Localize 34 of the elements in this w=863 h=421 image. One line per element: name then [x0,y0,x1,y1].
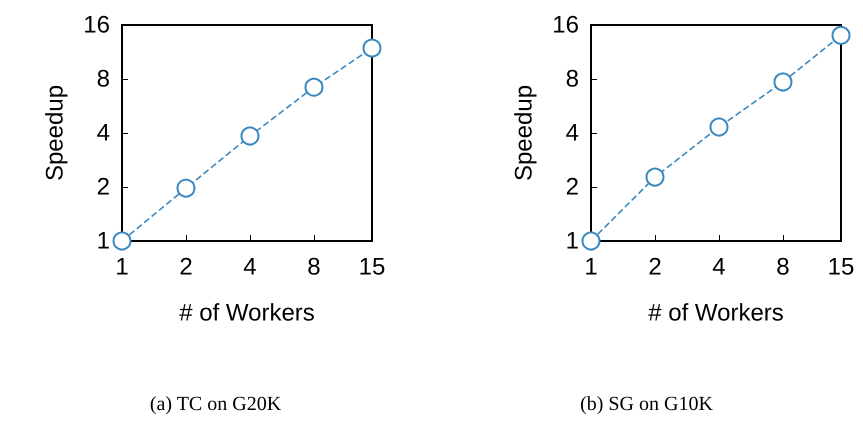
y-tick-label: 1 [566,228,579,254]
x-tick-label: 1 [115,254,129,280]
y-tick-label: 2 [566,174,579,200]
y-tick-label: 8 [566,66,579,92]
x-tick-label: 8 [307,254,321,280]
x-tick-label: 8 [776,254,790,280]
y-axis-title: Speedup [510,84,538,182]
point [646,168,664,187]
y-tick-label: 2 [96,174,110,200]
y-tick-label: 4 [566,120,579,146]
point [112,232,132,250]
y-axis-title: Speedup [42,84,68,182]
x-tick-label: 2 [179,254,193,280]
point [709,118,728,136]
point [773,72,792,92]
y-tick-label: 1 [96,228,110,254]
text: (a) TC on G20K [150,393,282,415]
x-tick-label: 4 [243,254,257,280]
x-tick-label: 15 [358,254,386,280]
x-tick-label: 4 [712,254,726,280]
y-tick-label: 16 [83,12,110,38]
y-tick-label: 4 [96,120,110,146]
x-tick-label: 15 [828,254,854,280]
x-tick-label: 1 [584,254,598,280]
point [582,232,600,250]
x-axis-title: # of Workers [648,300,784,326]
y-tick-label: 16 [552,12,579,38]
x-axis-title: # of Workers [179,300,315,326]
point [176,178,196,198]
y-tick-label: 8 [96,66,110,92]
x-tick-label: 2 [648,254,662,280]
point [304,78,324,97]
point [240,126,260,146]
text: (b) SG on G10K [580,393,714,415]
